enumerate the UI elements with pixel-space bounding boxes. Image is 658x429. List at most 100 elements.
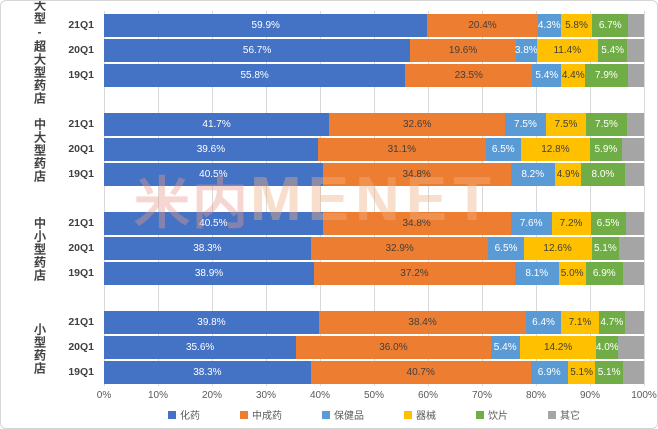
plot-area: 59.9% 20.4% 4.3% 5.8% 6.7% 56.7% 19.6% 3.8% 11.4… [104, 11, 645, 386]
segment-data-label: 5.4% [535, 69, 559, 81]
quarter-label: 21Q1 [68, 19, 94, 31]
bar-row: 38.3% 32.9% 6.5% 12.6% 5.1% [104, 237, 644, 260]
bar-segment-其它 [622, 361, 644, 384]
bar-segment-化药: 40.5% [104, 212, 323, 235]
quarter-label: 20Q1 [68, 143, 94, 155]
segment-data-label: 32.6% [403, 118, 432, 130]
x-axis-tick-label: 70% [471, 390, 493, 401]
bar-segment-饮片: 6.9% [585, 262, 623, 285]
bar-segment-保健品: 8.2% [510, 163, 555, 186]
segment-data-label: 6.9% [537, 366, 561, 378]
bar-segment-化药: 35.6% [104, 336, 297, 359]
segment-data-label: 8.1% [525, 267, 549, 279]
segment-data-label: 12.8% [541, 143, 570, 155]
segment-data-label: 19.6% [448, 44, 478, 56]
quarter-label: 19Q1 [68, 267, 94, 279]
bar-segment-化药: 38.3% [104, 361, 311, 384]
x-axis-tick-label: 100% [631, 390, 657, 401]
gridline [158, 11, 159, 386]
segment-data-label: 6.5% [491, 143, 515, 155]
bar-segment-中成药: 37.2% [314, 262, 515, 285]
bar-segment-饮片: 6.5% [590, 212, 626, 235]
bar-row: 55.8% 23.5% 5.4% 4.4% 7.9% [104, 64, 644, 87]
legend-swatch-icon [240, 410, 248, 419]
legend-item-其它: 其它 [548, 407, 580, 422]
x-axis-tick-label: 90% [579, 390, 601, 401]
bar-segment-化药: 59.9% [104, 14, 428, 37]
bar-segment-饮片: 4.0% [595, 336, 619, 359]
bar-segment-其它 [628, 14, 644, 37]
legend-item-饮片: 饮片 [476, 407, 508, 422]
gridline [482, 11, 483, 386]
segment-data-label: 6.4% [532, 316, 555, 328]
bar-segment-保健品: 6.5% [485, 138, 521, 161]
bar-segment-其它 [627, 64, 644, 87]
bar-segment-中成药: 23.5% [405, 64, 533, 87]
segment-data-label: 34.8% [402, 217, 431, 229]
x-axis-tick-label: 10% [147, 390, 169, 401]
bar-segment-饮片: 7.5% [586, 113, 627, 136]
quarter-label: 19Q1 [68, 366, 94, 378]
segment-data-label: 8.2% [521, 168, 545, 180]
segment-data-label: 7.5% [514, 118, 537, 130]
bar-segment-其它 [625, 212, 644, 235]
gridline [320, 11, 321, 386]
bar-row: 35.6% 36.0% 5.4% 14.2% 4.0% [104, 336, 644, 359]
segment-data-label: 7.6% [519, 217, 543, 229]
gridline [590, 11, 591, 386]
bar-segment-器械: 12.6% [523, 237, 592, 260]
bar-segment-中成药: 31.1% [317, 138, 486, 161]
x-axis-tick-label: 40% [309, 390, 331, 401]
legend-item-器械: 器械 [404, 407, 436, 422]
legend-item-化药: 化药 [168, 407, 200, 422]
bar-segment-化药: 55.8% [104, 64, 406, 87]
segment-data-label: 23.5% [454, 69, 483, 81]
segment-data-label: 5.0% [560, 267, 584, 279]
x-axis-tick-label: 0% [96, 390, 112, 401]
segment-data-label: 5.1% [593, 242, 617, 254]
segment-data-label: 4.0% [595, 341, 619, 353]
bar-segment-器械: 12.8% [520, 138, 590, 161]
quarter-label: 20Q1 [68, 242, 94, 254]
segment-data-label: 3.8% [514, 44, 538, 56]
bar-segment-保健品: 8.1% [514, 262, 559, 285]
legend-label: 饮片 [488, 411, 508, 422]
segment-data-label: 38.3% [193, 366, 222, 378]
x-axis-tick-label: 30% [255, 390, 277, 401]
bar-row: 40.5% 34.8% 8.2% 4.9% 8.0% [104, 163, 644, 186]
legend-label: 其它 [560, 411, 580, 422]
legend-label: 中成药 [252, 411, 282, 422]
bar-segment-饮片: 5.4% [598, 39, 628, 62]
bar-segment-器械: 4.9% [554, 163, 582, 186]
bar-segment-中成药: 20.4% [427, 14, 538, 37]
segment-data-label: 38.9% [194, 267, 224, 279]
bar-segment-器械: 7.2% [551, 212, 591, 235]
category-label: 大型-超大型药店 [32, 0, 47, 105]
segment-data-label: 38.3% [193, 242, 222, 254]
legend-swatch-icon [476, 410, 484, 419]
category-label: 中小型药店 [32, 217, 47, 282]
bar-segment-饮片: 7.9% [585, 64, 628, 87]
bar-segment-保健品: 6.5% [488, 237, 524, 260]
bar-segment-器械: 7.1% [560, 311, 600, 334]
segment-data-label: 8.0% [591, 168, 615, 180]
bar-segment-饮片: 6.7% [592, 14, 629, 37]
gridline [644, 11, 645, 386]
gridline [266, 11, 267, 386]
segment-data-label: 12.6% [543, 242, 572, 254]
segment-data-label: 7.5% [554, 118, 578, 130]
quarter-label: 19Q1 [68, 168, 94, 180]
legend-item-中成药: 中成药 [240, 407, 282, 422]
segment-data-label: 55.8% [240, 69, 269, 81]
bar-segment-化药: 39.8% [104, 311, 319, 334]
category-label: 小型药店 [32, 322, 47, 375]
bar-segment-中成药: 36.0% [296, 336, 491, 359]
bar-segment-化药: 38.3% [104, 237, 311, 260]
bar-segment-其它 [624, 163, 644, 186]
x-axis-tick-label: 50% [363, 390, 385, 401]
bar-segment-保健品: 6.4% [526, 311, 561, 334]
gridline [536, 11, 537, 386]
bar-segment-中成药: 40.7% [310, 361, 531, 384]
segment-data-label: 4.7% [600, 316, 624, 328]
